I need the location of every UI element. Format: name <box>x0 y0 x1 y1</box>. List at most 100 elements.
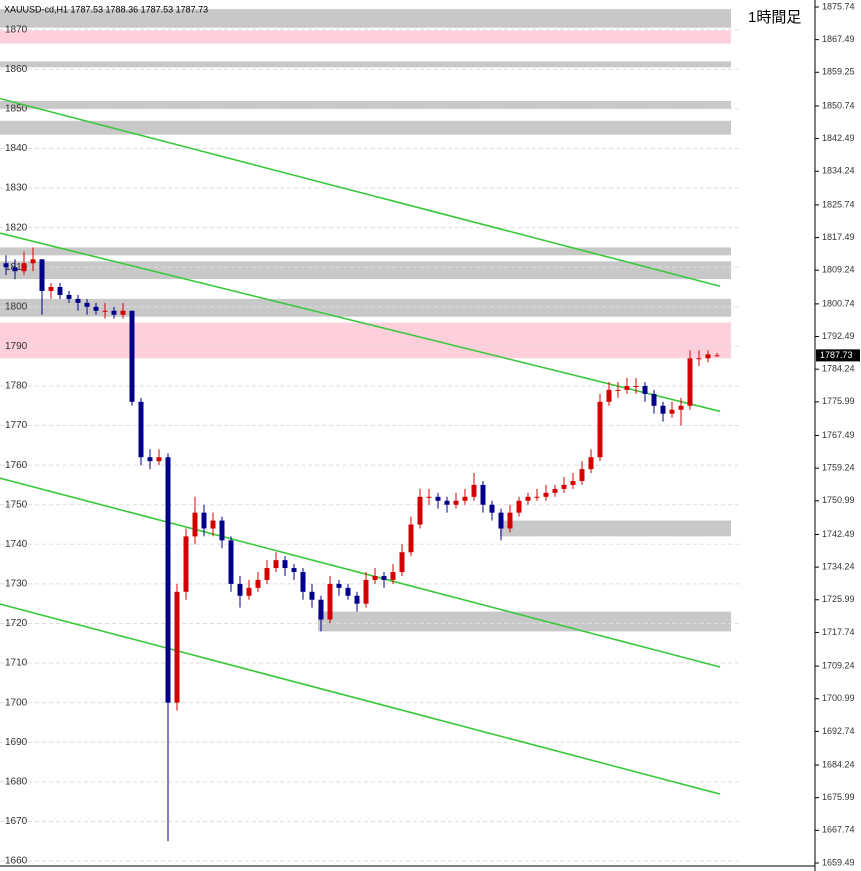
candle-body <box>669 409 675 414</box>
left-tick-label: 1710 <box>5 658 28 669</box>
zone <box>0 9 731 28</box>
candle-body <box>21 263 27 272</box>
candle-body <box>642 385 648 394</box>
candle-body <box>336 583 342 588</box>
candle-body <box>579 469 585 481</box>
candle-body <box>363 579 369 604</box>
candle-body <box>3 263 9 268</box>
candle-body <box>372 575 378 580</box>
candle-body <box>543 492 549 497</box>
candle-body <box>102 310 108 312</box>
zone <box>0 61 731 68</box>
candle-body <box>615 389 621 391</box>
candle-body <box>57 287 63 295</box>
y-tick-label: 1750.99 <box>822 495 855 505</box>
candle-body <box>48 287 54 291</box>
y-tick-label: 1834.24 <box>822 166 855 176</box>
candle-body <box>534 496 540 498</box>
candle-body <box>219 520 225 541</box>
candle-body <box>120 310 126 315</box>
candle-body <box>183 536 189 592</box>
zone <box>0 100 731 109</box>
y-tick-label: 1675.99 <box>822 792 855 802</box>
trendline <box>0 603 721 795</box>
trendline <box>0 97 721 287</box>
y-tick-label: 1734.24 <box>822 561 855 571</box>
candle-body <box>228 540 234 584</box>
candle-body <box>201 512 207 529</box>
candle-body <box>606 389 612 402</box>
zone <box>318 611 731 632</box>
candle-body <box>480 484 486 505</box>
candle-body <box>399 552 405 573</box>
y-tick-label: 1667.74 <box>822 825 855 835</box>
candle-body <box>138 401 144 458</box>
y-tick-label: 1859.25 <box>822 67 855 77</box>
left-tick-label: 1690 <box>5 737 28 748</box>
candle-body <box>471 484 477 497</box>
last-price-label: 1787.73 <box>820 350 853 360</box>
zone <box>0 247 731 256</box>
left-tick-label: 1660 <box>5 856 28 867</box>
candle-body <box>111 310 117 315</box>
y-tick-label: 1842.49 <box>822 133 855 143</box>
left-tick-label: 1740 <box>5 539 28 550</box>
zone <box>0 30 731 44</box>
candle-body <box>426 496 432 498</box>
y-tick-label: 1800.74 <box>822 298 855 308</box>
y-tick-label: 1775.99 <box>822 396 855 406</box>
candle-body <box>651 393 657 406</box>
last-price-box <box>816 349 860 362</box>
candle-body <box>381 575 387 580</box>
left-tick-label: 1760 <box>5 460 28 471</box>
y-tick-label: 1875.74 <box>822 1 855 11</box>
candle-body <box>453 500 459 505</box>
trendline <box>0 232 721 413</box>
left-tick-label: 1770 <box>5 420 28 431</box>
zone <box>0 261 731 280</box>
left-tick-label: 1830 <box>5 183 28 194</box>
candle-body <box>561 484 567 489</box>
zone <box>0 322 731 359</box>
y-tick-label: 1792.49 <box>822 331 855 341</box>
trendline <box>0 477 721 668</box>
candle-body <box>588 457 594 470</box>
left-tick-label: 1700 <box>5 697 28 708</box>
y-tick-label: 1659.49 <box>822 857 855 867</box>
candle-body <box>273 560 279 569</box>
candle-body <box>156 457 162 462</box>
left-tick-label: 1680 <box>5 776 28 787</box>
candle-body <box>678 405 684 410</box>
candle-body <box>408 524 414 553</box>
candle-body <box>39 259 45 291</box>
candle-body <box>75 298 81 303</box>
candle-body <box>714 355 720 357</box>
zone <box>0 298 731 317</box>
left-tick-label: 1820 <box>5 222 28 233</box>
y-tick-label: 1742.49 <box>822 529 855 539</box>
candle-body <box>597 401 603 458</box>
candle-body <box>93 306 99 311</box>
candle-body <box>345 587 351 596</box>
candle-body <box>192 512 198 537</box>
y-tick-label: 1717.74 <box>822 627 855 637</box>
y-tick-label: 1850.74 <box>822 100 855 110</box>
candles <box>3 247 720 842</box>
left-tick-label: 1670 <box>5 816 28 827</box>
y-tick-label: 1692.74 <box>822 726 855 736</box>
grid: 1870186018501840183018201810180017901780… <box>0 24 740 867</box>
candle-body <box>696 358 702 360</box>
candle-body <box>246 587 252 596</box>
zones <box>0 9 731 632</box>
y-tick-label: 1725.99 <box>822 594 855 604</box>
chart-title: XAUUSD-cd,H1 1787.53 1788.36 1787.53 178… <box>4 4 208 14</box>
candle-body <box>435 496 441 501</box>
candle-body <box>624 385 630 390</box>
candle-body <box>129 310 135 402</box>
candle-body <box>462 496 468 501</box>
y-tick-label: 1709.24 <box>822 660 855 670</box>
candle-body <box>705 354 711 359</box>
candle-body <box>282 560 288 569</box>
